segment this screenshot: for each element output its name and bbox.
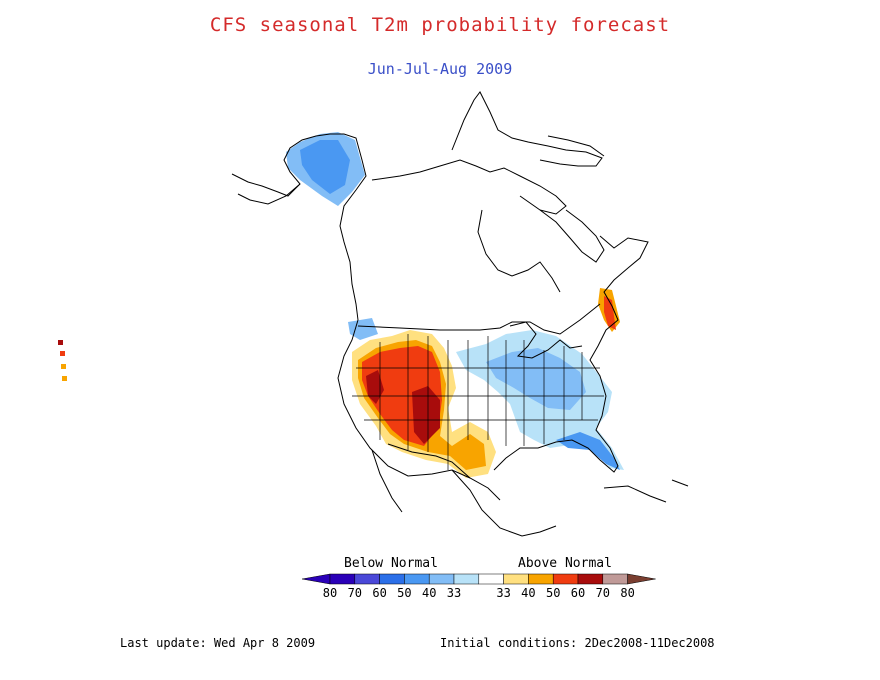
us-mexico-border	[387, 443, 471, 479]
legend-tick-label-1: 70	[348, 586, 362, 600]
mexico-coast	[451, 469, 557, 537]
legend-below-label: Below Normal	[344, 556, 438, 571]
hawaii-island-3	[61, 364, 66, 369]
alaska-below-normal-core	[300, 140, 350, 194]
initial-conditions-text: Initial conditions: 2Dec2008-11Dec2008	[440, 636, 715, 650]
legend-bin-5	[453, 573, 480, 585]
eastern-us-below-normal-core	[486, 348, 586, 410]
legend-bin-2	[379, 573, 405, 585]
maine-above-normal-core	[604, 296, 616, 330]
legend-bin-10	[577, 573, 604, 585]
pnw-below-normal-area	[348, 318, 378, 340]
legend-bin-9	[552, 573, 579, 585]
legend-bin-0	[329, 573, 356, 585]
legend-bin-8	[528, 573, 554, 585]
legend-tick-label-4: 40	[422, 586, 436, 600]
east-coast	[493, 235, 649, 473]
baffin-island	[519, 195, 605, 263]
hudson-bay	[477, 209, 561, 293]
hispaniola	[671, 479, 689, 487]
southeast-below-normal-core	[556, 432, 620, 470]
map-title: CFS seasonal T2m probability forecast	[209, 14, 671, 36]
arctic-archipelago	[371, 159, 567, 215]
coastlines	[231, 91, 689, 537]
cuba	[603, 485, 667, 503]
legend-tick-label-2: 60	[372, 586, 386, 600]
hawaii-island-1	[58, 340, 63, 345]
west-coast	[337, 319, 501, 501]
ellesmere-island	[451, 91, 603, 167]
greenland-edge	[547, 135, 605, 157]
last-update-text: Last update: Wed Apr 8 2009	[120, 636, 316, 650]
western-us-above-normal-darkred	[366, 370, 440, 444]
us-canada-border	[357, 303, 601, 335]
legend-tick-label-8: 50	[546, 586, 560, 600]
legend-tick-label-11: 80	[620, 586, 634, 600]
legend-tick-label-0: 80	[323, 586, 337, 600]
hawaii-island-2	[60, 351, 65, 356]
legend-bin-7	[503, 573, 529, 585]
legend-tick-label-7: 40	[521, 586, 535, 600]
legend-bin-6	[478, 573, 504, 585]
legend-arrow-low	[301, 573, 331, 585]
legend-tick-label-3: 50	[397, 586, 411, 600]
legend-tick-label-5: 33	[447, 586, 461, 600]
legend-above-label: Above Normal	[518, 556, 612, 571]
hawaii-islands	[58, 340, 67, 381]
legend-tick-label-6: 33	[496, 586, 510, 600]
legend-bin-4	[428, 573, 455, 585]
map-subtitle: Jun-Jul-Aug 2009	[367, 60, 513, 78]
alaska-peninsula	[237, 183, 301, 205]
legend-tick-label-10: 70	[596, 586, 610, 600]
legend-arrow-high	[627, 573, 656, 585]
legend-tick-label-9: 60	[571, 586, 585, 600]
legend-bin-3	[404, 573, 430, 585]
great-lakes	[509, 321, 583, 359]
baja-california	[371, 449, 403, 513]
hawaii-island-4	[62, 376, 67, 381]
legend-bin-11	[602, 573, 628, 585]
legend-bin-1	[354, 573, 380, 585]
state-lines	[352, 334, 604, 470]
